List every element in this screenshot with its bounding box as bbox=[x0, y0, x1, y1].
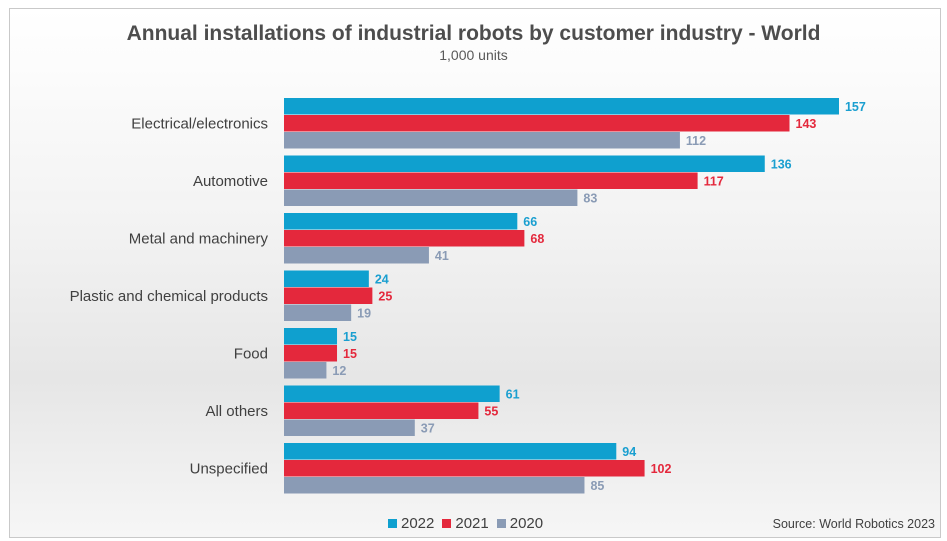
bar-2021 bbox=[284, 460, 645, 477]
data-label: 25 bbox=[378, 290, 392, 304]
category-label: Food bbox=[234, 346, 268, 363]
data-label: 66 bbox=[523, 215, 537, 229]
data-label: 68 bbox=[530, 232, 544, 246]
category-label: Automotive bbox=[193, 173, 268, 190]
data-label: 112 bbox=[686, 134, 706, 148]
legend: 2022 2021 2020 bbox=[388, 515, 543, 532]
legend-swatch bbox=[496, 519, 506, 528]
bar-2022 bbox=[284, 385, 500, 402]
bar-2020 bbox=[284, 189, 578, 206]
data-label: 24 bbox=[375, 273, 389, 287]
bar-2020 bbox=[284, 304, 352, 321]
bar-2022 bbox=[284, 213, 518, 230]
bar-2020 bbox=[284, 362, 327, 379]
category-label: Metal and machinery bbox=[129, 231, 269, 248]
data-label: 117 bbox=[704, 175, 724, 189]
data-label: 102 bbox=[651, 462, 672, 476]
bar-2020 bbox=[284, 477, 585, 494]
data-label: 12 bbox=[332, 364, 346, 378]
data-label: 15 bbox=[343, 330, 357, 344]
legend-swatch bbox=[442, 519, 452, 528]
data-label: 19 bbox=[357, 307, 371, 321]
data-label: 157 bbox=[845, 100, 866, 114]
bar-2020 bbox=[284, 419, 415, 436]
legend-label: 2020 bbox=[509, 515, 544, 532]
bar-2022 bbox=[284, 98, 839, 115]
source-note: Source: World Robotics 2023 bbox=[772, 517, 935, 531]
legend-item: 2022 bbox=[388, 515, 434, 532]
bar-2021 bbox=[284, 287, 373, 304]
legend-label: 2022 bbox=[401, 515, 435, 532]
data-label: 136 bbox=[771, 158, 792, 172]
data-label: 85 bbox=[590, 479, 604, 493]
bar-2022 bbox=[284, 155, 765, 172]
category-label: Unspecified bbox=[190, 461, 268, 478]
legend-label: 2021 bbox=[455, 515, 489, 532]
bar-2021 bbox=[284, 402, 479, 419]
bar-2020 bbox=[284, 247, 429, 264]
bar-2022 bbox=[284, 443, 617, 460]
data-label: 61 bbox=[506, 388, 520, 402]
category-label: Electrical/electronics bbox=[131, 116, 268, 133]
data-label: 55 bbox=[484, 405, 498, 419]
data-label: 15 bbox=[343, 347, 357, 361]
bar-2021 bbox=[284, 345, 338, 362]
data-label: 83 bbox=[583, 192, 597, 206]
data-label: 37 bbox=[421, 422, 435, 436]
legend-swatch bbox=[388, 519, 397, 528]
bar-2021 bbox=[284, 172, 698, 189]
data-label: 143 bbox=[796, 117, 817, 131]
category-label: All others bbox=[205, 403, 268, 420]
bar-2021 bbox=[284, 115, 790, 132]
data-label: 94 bbox=[622, 445, 636, 459]
bar-2022 bbox=[284, 328, 338, 345]
bar-2020 bbox=[284, 132, 680, 149]
category-label: Plastic and chemical products bbox=[70, 288, 268, 305]
legend-item: 2021 bbox=[442, 515, 489, 532]
data-label: 41 bbox=[435, 249, 449, 263]
bar-2021 bbox=[284, 230, 525, 247]
bar-2022 bbox=[284, 270, 369, 287]
chart-subtitle: 1,000 units bbox=[439, 47, 508, 63]
legend-item: 2020 bbox=[496, 515, 544, 532]
chart-title: Annual installations of industrial robot… bbox=[126, 22, 821, 45]
